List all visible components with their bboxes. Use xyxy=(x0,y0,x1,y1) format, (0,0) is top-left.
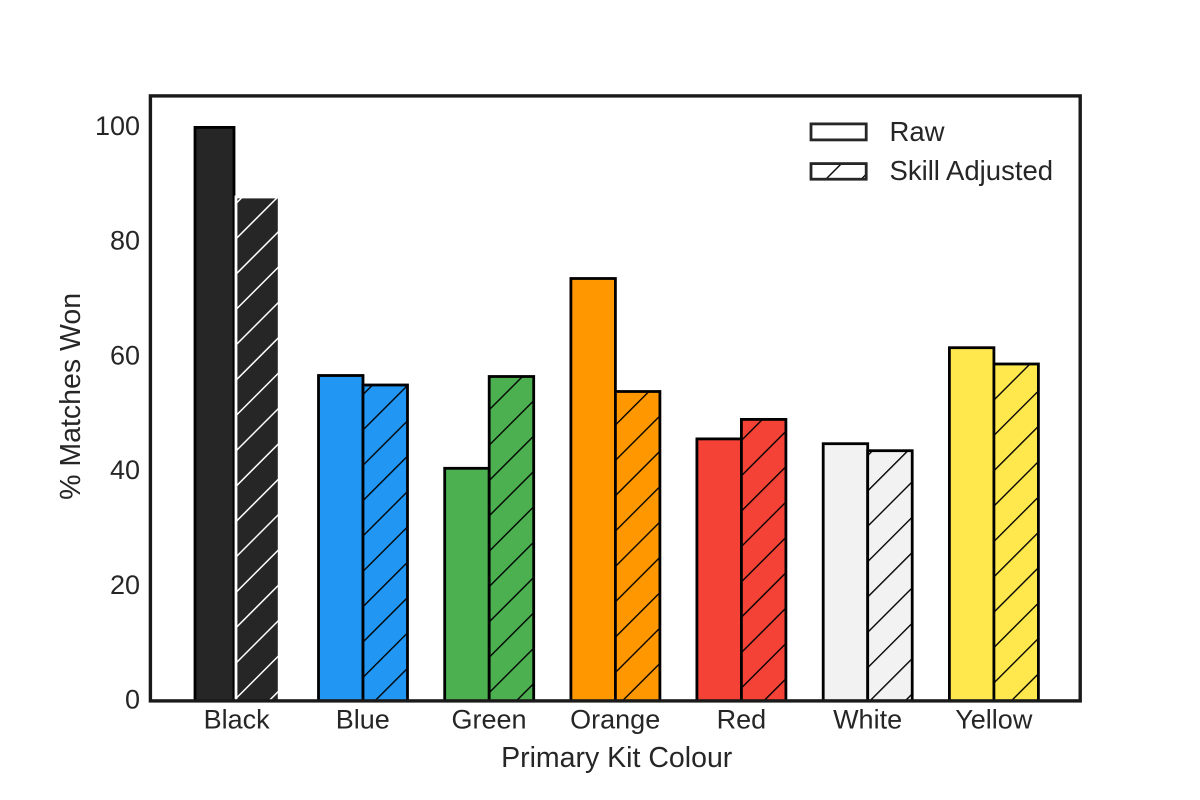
svg-text:Skill Adjusted: Skill Adjusted xyxy=(890,155,1054,186)
svg-text:% Matches Won: % Matches Won xyxy=(55,293,87,500)
svg-text:Primary Kit Colour: Primary Kit Colour xyxy=(501,742,733,774)
svg-text:60: 60 xyxy=(110,340,140,370)
svg-text:Green: Green xyxy=(451,705,526,735)
svg-text:White: White xyxy=(833,705,902,735)
svg-text:Yellow: Yellow xyxy=(955,705,1033,735)
svg-text:Red: Red xyxy=(717,705,767,735)
svg-text:80: 80 xyxy=(110,226,140,256)
svg-text:100: 100 xyxy=(95,111,140,141)
svg-text:20: 20 xyxy=(110,570,140,600)
svg-text:0: 0 xyxy=(125,685,140,715)
svg-text:40: 40 xyxy=(110,455,140,485)
svg-text:Black: Black xyxy=(204,705,271,735)
svg-text:Raw: Raw xyxy=(890,116,945,147)
svg-text:Orange: Orange xyxy=(570,705,660,735)
svg-text:Blue: Blue xyxy=(336,705,390,735)
